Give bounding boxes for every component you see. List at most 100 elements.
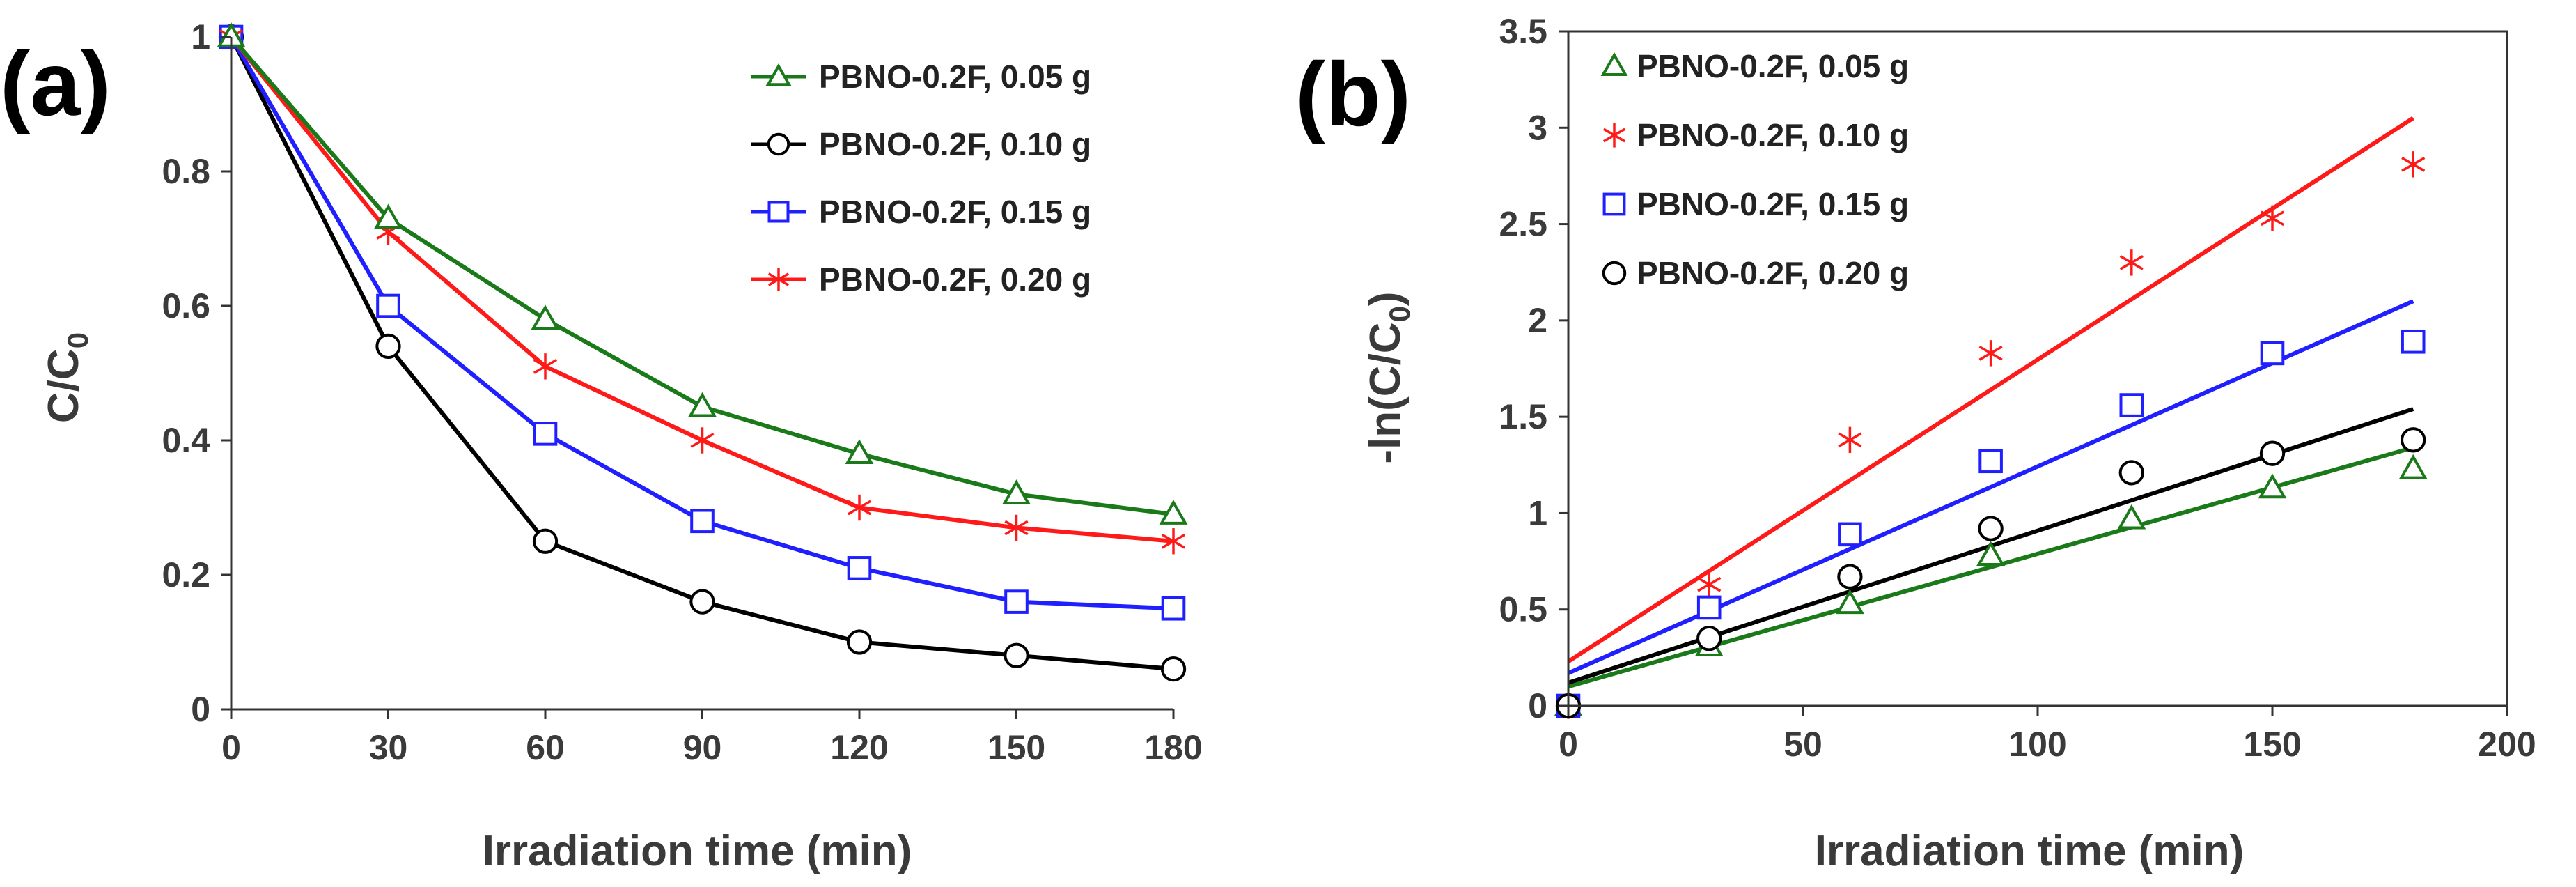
- legend-item-b: PBNO-0.2F, 0.15 g: [1602, 186, 1909, 222]
- legend-marker: [767, 268, 790, 291]
- chart-b: (b) 0 0.5 1 1.5 2 2.5 3 3.5 0 50 100 150 200 PBNO-0.…: [1295, 12, 2536, 875]
- data-point: [847, 556, 872, 580]
- y-tick-label-b: 0: [1528, 686, 1547, 725]
- x-tick-label-b: 200: [2478, 725, 2536, 764]
- legend-label: PBNO-0.2F, 0.20 g: [1637, 255, 1909, 291]
- y-tick-label-a: 0.8: [162, 152, 210, 191]
- x-tick-label-b: 50: [1783, 725, 1822, 764]
- data-point: [1160, 656, 1187, 682]
- y-tick-label-a: 0.4: [162, 421, 210, 460]
- data-point: [2117, 504, 2146, 530]
- y-tick-label-b: 2: [1528, 301, 1547, 340]
- data-point: [533, 353, 558, 380]
- x-tick-label-a: 30: [369, 728, 408, 767]
- data-point: [374, 203, 403, 229]
- data-point: [1837, 564, 1863, 589]
- x-tick-label-b: 150: [2243, 725, 2301, 764]
- y-tick-label-b: 1: [1528, 493, 1547, 532]
- legend-item-a: PBNO-0.2F, 0.20 g: [751, 261, 1091, 298]
- y-tick-label-b: 2.5: [1499, 205, 1547, 244]
- data-point: [1004, 514, 1029, 541]
- data-point: [1978, 516, 2004, 541]
- series-points-asterisk-b: [1556, 151, 2426, 719]
- y-axis-label-b: -ln(C/C0): [1361, 291, 1416, 463]
- legend-label: PBNO-0.2F, 0.15 g: [1637, 186, 1909, 222]
- data-point: [1978, 340, 2003, 367]
- data-point: [1004, 589, 1029, 614]
- series-square-a: [219, 24, 1186, 621]
- legend-marker: [1602, 261, 1627, 286]
- legend-a: PBNO-0.2F, 0.05 g PBNO-0.2F, 0.10 g PBNO-0…: [751, 59, 1091, 298]
- series-triangle-a: [217, 22, 1188, 525]
- legend-item-b: PBNO-0.2F, 0.05 g: [1600, 48, 1909, 84]
- data-point: [2258, 473, 2287, 499]
- x-tick-label-a: 180: [1144, 728, 1202, 767]
- y-tick-label-a: 1: [191, 17, 210, 56]
- data-point: [1696, 595, 1722, 620]
- y-tick-label-a: 0.6: [162, 286, 210, 325]
- x-tick-label-a: 150: [988, 728, 1045, 767]
- y-tick-label-a: 0: [191, 690, 210, 729]
- data-point: [1838, 426, 1862, 454]
- data-point: [2398, 454, 2428, 479]
- legend-label: PBNO-0.2F, 0.20 g: [819, 261, 1091, 298]
- data-point: [847, 494, 872, 521]
- legend-item-a: PBNO-0.2F, 0.05 g: [751, 59, 1091, 95]
- legend-label: PBNO-0.2F, 0.15 g: [819, 194, 1091, 230]
- chart-a: (a) 0 0.2 0.4 0.6 0.8 1 0 30 60 90 120 150 180 PBNO-…: [0, 17, 1203, 875]
- x-tick-label-b: 100: [2008, 725, 2066, 764]
- data-point: [2401, 151, 2426, 178]
- data-point: [2401, 329, 2426, 354]
- data-point: [1835, 589, 1864, 615]
- data-point: [689, 589, 715, 615]
- legend-marker: [1602, 123, 1626, 148]
- data-point: [532, 528, 559, 554]
- legend-marker: [767, 132, 790, 156]
- panel-label-b: (b): [1295, 43, 1411, 145]
- data-point: [1159, 500, 1188, 525]
- legend-marker: [765, 63, 792, 86]
- fit-line: [1568, 445, 2414, 689]
- panel-label-a: (a): [0, 33, 111, 134]
- data-point: [375, 333, 401, 360]
- data-point: [1976, 541, 2006, 566]
- legend-item-b: PBNO-0.2F, 0.10 g: [1602, 117, 1909, 153]
- legend-label: PBNO-0.2F, 0.05 g: [819, 59, 1091, 95]
- data-point: [533, 422, 558, 446]
- x-axis-label-b: Irradiation time (min): [1815, 827, 2245, 875]
- data-point: [690, 509, 715, 534]
- x-tick-label-a: 60: [526, 728, 565, 767]
- legend-item-a: PBNO-0.2F, 0.15 g: [751, 194, 1091, 230]
- data-point: [2119, 249, 2144, 276]
- data-point: [2260, 205, 2285, 231]
- data-point: [1004, 642, 1029, 668]
- legend-marker: [1600, 52, 1628, 76]
- legend-marker: [767, 201, 790, 223]
- data-point: [1978, 449, 2003, 474]
- series-circle-a: [218, 24, 1187, 682]
- legend-item-b: PBNO-0.2F, 0.20 g: [1602, 255, 1909, 291]
- data-point: [2260, 341, 2285, 366]
- x-tick-label-a: 120: [830, 728, 888, 767]
- y-tick-label-b: 1.5: [1499, 397, 1547, 436]
- data-point: [1697, 571, 1722, 598]
- data-point: [2119, 393, 2144, 417]
- y-tick-label-b: 3: [1528, 108, 1547, 147]
- y-tick-label-a: 0.2: [162, 555, 210, 594]
- data-point: [1002, 479, 1031, 504]
- data-point: [376, 293, 400, 318]
- data-point: [690, 427, 715, 454]
- y-axis-label-a: C/C0: [40, 332, 94, 423]
- legend-marker: [1602, 192, 1626, 216]
- data-point: [2259, 440, 2286, 466]
- data-point: [688, 392, 717, 417]
- y-tick-label-b: 3.5: [1499, 12, 1547, 51]
- data-point: [1838, 522, 1862, 547]
- legend-label: PBNO-0.2F, 0.10 g: [1637, 117, 1909, 153]
- data-point: [2401, 427, 2426, 453]
- data-point: [845, 439, 874, 465]
- legend-label: PBNO-0.2F, 0.10 g: [819, 126, 1091, 162]
- series-triangle-b: [1568, 445, 2414, 689]
- data-point: [531, 304, 560, 330]
